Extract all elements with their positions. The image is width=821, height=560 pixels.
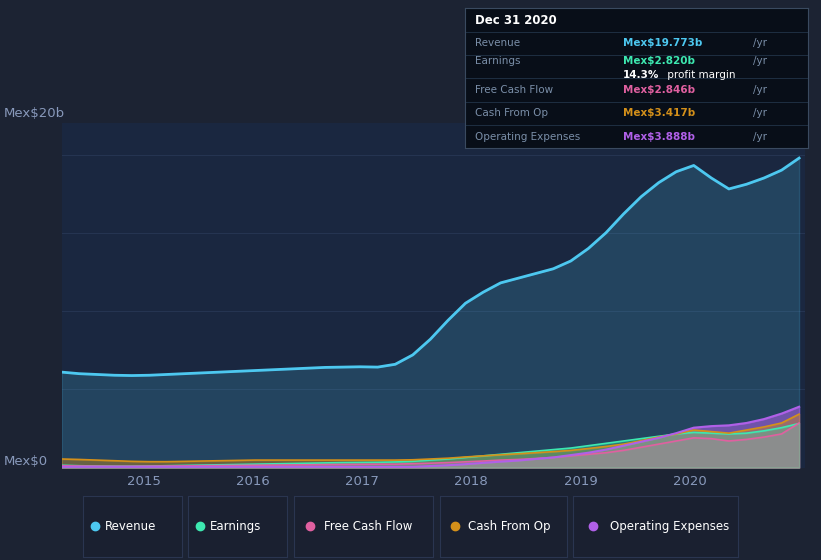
Text: Operating Expenses: Operating Expenses xyxy=(609,520,729,533)
Text: Mex$0: Mex$0 xyxy=(4,455,48,468)
Text: Dec 31 2020: Dec 31 2020 xyxy=(475,13,557,26)
Text: Free Cash Flow: Free Cash Flow xyxy=(475,85,553,95)
Text: Earnings: Earnings xyxy=(210,520,261,533)
Text: Mex$19.773b: Mex$19.773b xyxy=(622,39,702,48)
Text: Operating Expenses: Operating Expenses xyxy=(475,132,580,142)
Text: /yr: /yr xyxy=(753,109,767,118)
Text: Revenue: Revenue xyxy=(105,520,156,533)
Text: /yr: /yr xyxy=(753,132,767,142)
Text: Cash From Op: Cash From Op xyxy=(468,520,550,533)
Text: Mex$2.820b: Mex$2.820b xyxy=(622,56,695,66)
Text: /yr: /yr xyxy=(753,39,767,48)
Text: /yr: /yr xyxy=(753,56,767,66)
Text: Revenue: Revenue xyxy=(475,39,521,48)
Text: Cash From Op: Cash From Op xyxy=(475,109,548,118)
Text: Mex$20b: Mex$20b xyxy=(4,108,65,120)
Text: profit margin: profit margin xyxy=(663,70,736,80)
Text: Mex$3.417b: Mex$3.417b xyxy=(622,109,695,118)
Text: /yr: /yr xyxy=(753,85,767,95)
Text: Free Cash Flow: Free Cash Flow xyxy=(324,520,413,533)
Text: 14.3%: 14.3% xyxy=(622,70,659,80)
Text: Earnings: Earnings xyxy=(475,56,521,66)
Text: Mex$3.888b: Mex$3.888b xyxy=(622,132,695,142)
Text: Mex$2.846b: Mex$2.846b xyxy=(622,85,695,95)
